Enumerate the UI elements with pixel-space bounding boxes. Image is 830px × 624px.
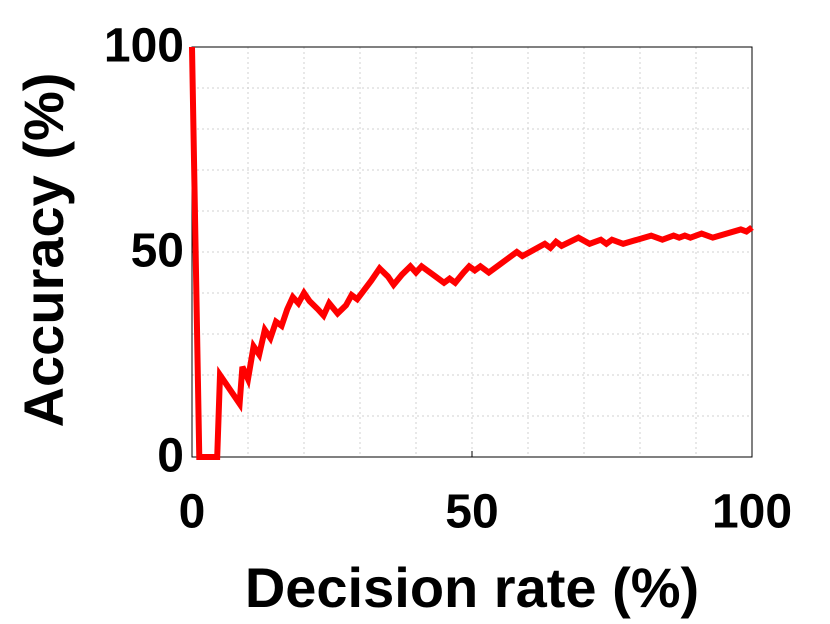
y-tick-label: 100 (104, 20, 184, 73)
x-tick-label: 100 (712, 486, 792, 539)
data-line (189, 46, 754, 460)
y-axis-title: Accuracy (%) (12, 73, 75, 428)
y-tick-label: 50 (131, 225, 184, 278)
x-axis-title: Decision rate (%) (245, 556, 699, 619)
y-tick-label: 0 (157, 430, 184, 483)
x-tick-label: 0 (179, 486, 206, 539)
x-tick-label: 50 (445, 486, 498, 539)
